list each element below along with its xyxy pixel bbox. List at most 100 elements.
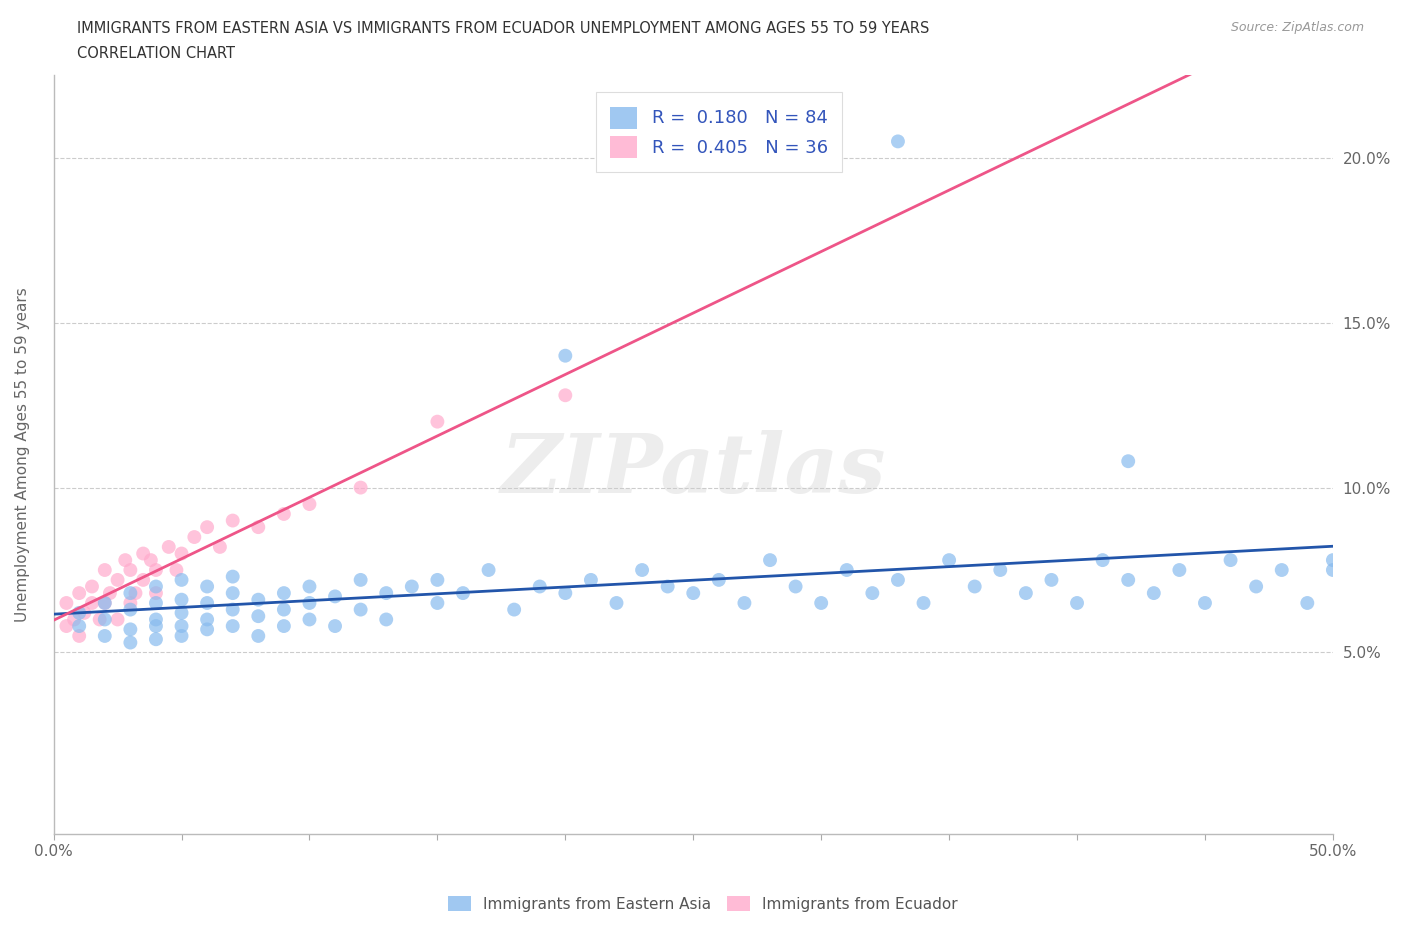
Point bbox=[132, 546, 155, 561]
Point bbox=[73, 605, 96, 620]
Point bbox=[707, 573, 730, 588]
Point bbox=[1296, 595, 1319, 610]
Point bbox=[67, 605, 90, 620]
Point bbox=[273, 618, 295, 633]
Point bbox=[1066, 595, 1088, 610]
Point bbox=[145, 563, 167, 578]
Point bbox=[1091, 552, 1114, 567]
Point bbox=[1116, 573, 1139, 588]
Point bbox=[208, 539, 231, 554]
Point bbox=[810, 595, 832, 610]
Point bbox=[222, 602, 245, 617]
Point bbox=[132, 573, 155, 588]
Point bbox=[94, 595, 117, 610]
Point bbox=[195, 520, 218, 535]
Point bbox=[887, 573, 910, 588]
Point bbox=[195, 612, 218, 627]
Point bbox=[860, 586, 883, 601]
Point bbox=[605, 595, 627, 610]
Point bbox=[298, 595, 321, 610]
Point bbox=[1322, 552, 1344, 567]
Point bbox=[963, 579, 986, 594]
Point bbox=[67, 586, 90, 601]
Point bbox=[1040, 573, 1063, 588]
Point bbox=[55, 595, 77, 610]
Point bbox=[682, 586, 704, 601]
Point bbox=[145, 618, 167, 633]
Point bbox=[170, 573, 193, 588]
Point bbox=[114, 552, 136, 567]
Point bbox=[195, 622, 218, 637]
Point bbox=[222, 569, 245, 584]
Text: IMMIGRANTS FROM EASTERN ASIA VS IMMIGRANTS FROM ECUADOR UNEMPLOYMENT AMONG AGES : IMMIGRANTS FROM EASTERN ASIA VS IMMIGRAN… bbox=[77, 21, 929, 36]
Point bbox=[247, 629, 270, 644]
Point bbox=[1194, 595, 1216, 610]
Point bbox=[1219, 552, 1241, 567]
Point bbox=[835, 563, 858, 578]
Legend: Immigrants from Eastern Asia, Immigrants from Ecuador: Immigrants from Eastern Asia, Immigrants… bbox=[443, 889, 963, 918]
Point bbox=[120, 595, 142, 610]
Point bbox=[120, 586, 142, 601]
Point bbox=[375, 586, 398, 601]
Point bbox=[120, 563, 142, 578]
Point bbox=[195, 579, 218, 594]
Point bbox=[80, 595, 103, 610]
Point bbox=[120, 602, 142, 617]
Point bbox=[554, 348, 576, 363]
Point bbox=[145, 586, 167, 601]
Point bbox=[157, 539, 180, 554]
Point bbox=[89, 612, 111, 627]
Point bbox=[912, 595, 935, 610]
Point bbox=[94, 612, 117, 627]
Point bbox=[426, 595, 449, 610]
Point bbox=[170, 592, 193, 607]
Point bbox=[273, 602, 295, 617]
Point bbox=[120, 635, 142, 650]
Point bbox=[55, 618, 77, 633]
Point bbox=[145, 631, 167, 646]
Point bbox=[170, 605, 193, 620]
Point bbox=[139, 552, 162, 567]
Point bbox=[477, 563, 499, 578]
Point bbox=[350, 602, 373, 617]
Point bbox=[426, 573, 449, 588]
Text: ZIPatlas: ZIPatlas bbox=[501, 430, 886, 510]
Y-axis label: Unemployment Among Ages 55 to 59 years: Unemployment Among Ages 55 to 59 years bbox=[15, 287, 30, 622]
Point bbox=[98, 586, 121, 601]
Point bbox=[94, 595, 117, 610]
Point bbox=[170, 629, 193, 644]
Point bbox=[222, 586, 245, 601]
Point bbox=[529, 579, 551, 594]
Point bbox=[94, 629, 117, 644]
Point bbox=[1168, 563, 1191, 578]
Point bbox=[222, 618, 245, 633]
Point bbox=[1322, 563, 1344, 578]
Point bbox=[165, 563, 187, 578]
Point bbox=[323, 618, 346, 633]
Point bbox=[247, 609, 270, 624]
Point bbox=[107, 612, 129, 627]
Point bbox=[298, 612, 321, 627]
Point bbox=[298, 497, 321, 512]
Point bbox=[67, 629, 90, 644]
Point bbox=[988, 563, 1011, 578]
Point bbox=[350, 573, 373, 588]
Point bbox=[503, 602, 526, 617]
Legend: R =  0.180   N = 84, R =  0.405   N = 36: R = 0.180 N = 84, R = 0.405 N = 36 bbox=[596, 92, 842, 172]
Point bbox=[222, 513, 245, 528]
Point bbox=[1143, 586, 1166, 601]
Point bbox=[145, 579, 167, 594]
Point bbox=[401, 579, 423, 594]
Point bbox=[887, 134, 910, 149]
Point bbox=[657, 579, 679, 594]
Point bbox=[579, 573, 602, 588]
Point bbox=[273, 586, 295, 601]
Point bbox=[631, 563, 654, 578]
Point bbox=[1244, 579, 1267, 594]
Point bbox=[94, 563, 117, 578]
Point bbox=[273, 507, 295, 522]
Point bbox=[195, 595, 218, 610]
Point bbox=[247, 592, 270, 607]
Point bbox=[1116, 454, 1139, 469]
Point bbox=[80, 579, 103, 594]
